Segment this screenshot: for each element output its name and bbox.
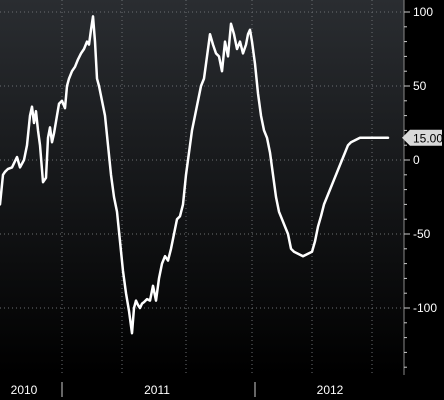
y-axis: 100 50 0 -50 -100	[403, 0, 437, 375]
last-value-label: 15.00	[402, 129, 443, 146]
series-line	[0, 15, 390, 335]
x-tick-label: 2010	[11, 383, 38, 397]
grid-lines	[0, 0, 404, 375]
y-tick-label: -100	[413, 301, 437, 315]
right-axis-panel	[404, 0, 444, 375]
x-axis: 2010 2011 2012	[11, 382, 344, 397]
bottom-axis-panel	[0, 375, 444, 400]
y-tick-label: 100	[413, 5, 433, 19]
y-tick-label: 50	[413, 79, 427, 93]
x-tick-label: 2012	[317, 383, 344, 397]
last-value-badge	[402, 129, 442, 146]
y-tick-label: 0	[413, 153, 420, 167]
x-tick-label: 2011	[144, 383, 170, 397]
last-value-text: 15.00	[413, 131, 443, 145]
plot-background	[0, 0, 404, 375]
y-tick-label: -50	[413, 227, 431, 241]
series-layer	[0, 15, 390, 335]
